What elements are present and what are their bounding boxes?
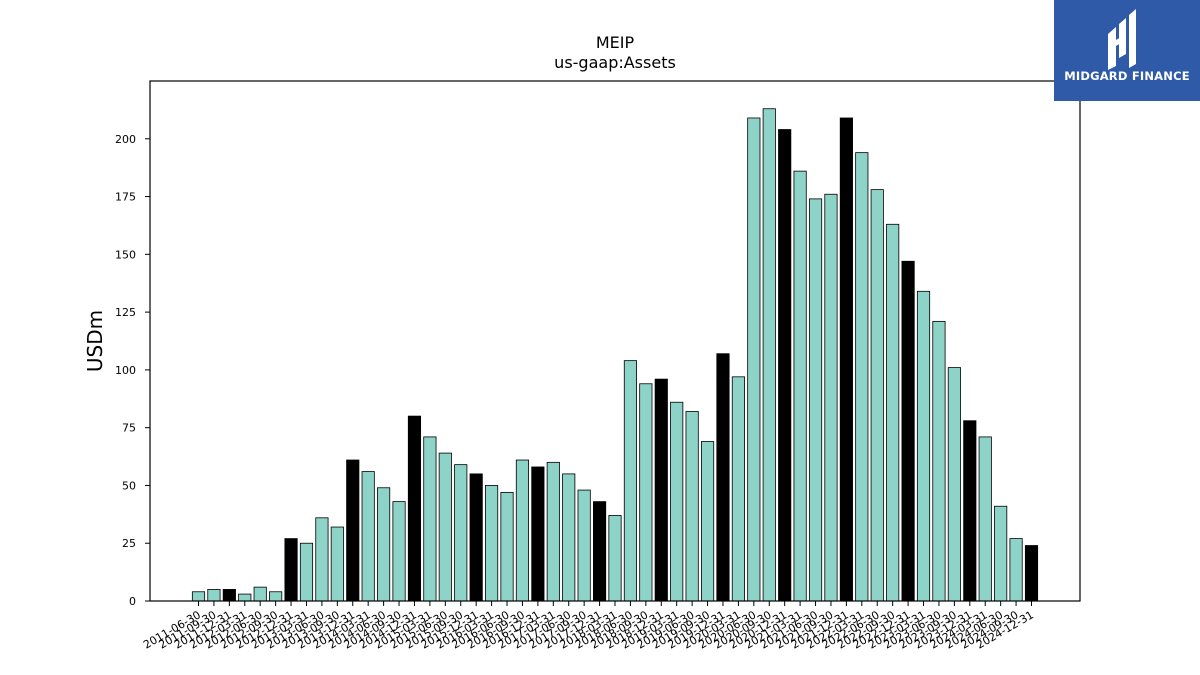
- bar-2023-03-31: [916, 290, 931, 602]
- bar-2022-12-31: [901, 260, 915, 602]
- bar-2011-06-30: [191, 591, 206, 602]
- bar-2022-03-31: [855, 152, 869, 602]
- y-tick-label: 0: [129, 595, 136, 608]
- bar-2016-03-31: [485, 485, 499, 602]
- bar-2020-03-31: [731, 376, 745, 602]
- bar-2012-06-30: [253, 586, 267, 602]
- bar-2015-09-30: [454, 464, 468, 602]
- bar-2022-09-30: [886, 223, 900, 602]
- bar-2017-03-31: [546, 461, 560, 602]
- bar-2013-09-30: [330, 526, 344, 602]
- y-tick-label: 150: [115, 248, 136, 261]
- bar-2023-12-31: [963, 420, 977, 602]
- bar-2015-06-30: [438, 452, 452, 602]
- bar-2019-06-30: [685, 411, 699, 602]
- bar-2020-06-30: [747, 117, 761, 602]
- bar-2018-03-31: [608, 515, 622, 602]
- plot-frame: [149, 80, 1081, 602]
- bar-2021-12-31: [839, 117, 853, 602]
- bar-2012-03-31: [238, 593, 252, 602]
- bar-2016-09-30: [515, 459, 530, 602]
- bar-2019-09-30: [700, 441, 715, 602]
- bar-2020-12-31: [778, 129, 792, 602]
- bar-2014-12-31: [407, 415, 422, 602]
- bar-2011-09-30: [207, 589, 221, 602]
- bar-2019-12-31: [716, 353, 730, 602]
- bar-2020-09-30: [762, 108, 776, 602]
- bar-2024-09-30: [1009, 538, 1023, 602]
- brand-logo: MIDGARD FINANCE: [1054, 0, 1200, 101]
- bar-2023-06-30: [932, 320, 946, 602]
- y-tick-label: 75: [122, 422, 136, 435]
- y-tick-label: 200: [115, 133, 136, 146]
- y-tick-label: 50: [122, 479, 136, 492]
- bars-group: [191, 108, 1039, 602]
- bar-2018-12-31: [654, 378, 668, 602]
- bar-2021-03-31: [793, 170, 807, 602]
- bar-2013-12-31: [346, 459, 360, 602]
- bar-2017-06-30: [562, 473, 576, 602]
- bar-2012-12-31: [284, 538, 298, 602]
- bar-2018-09-30: [639, 383, 653, 602]
- bar-2017-09-30: [577, 489, 591, 602]
- bar-2016-12-31: [531, 466, 545, 602]
- y-tick-label: 125: [115, 306, 136, 319]
- bar-2011-12-31: [222, 589, 236, 602]
- bar-2014-03-31: [361, 471, 375, 602]
- bar-2024-03-31: [978, 436, 992, 602]
- bar-2016-06-30: [500, 491, 514, 602]
- y-tick-label: 175: [115, 191, 136, 204]
- bar-2023-09-30: [947, 367, 961, 602]
- bar-2022-06-30: [870, 189, 884, 602]
- chart-subtitle: us-gaap:Assets: [554, 53, 676, 72]
- chart-title: MEIP: [596, 33, 635, 52]
- x-axis: 2011-06-302011-09-302011-12-312012-03-31…: [141, 601, 1036, 652]
- y-axis-label: USDm: [83, 310, 107, 372]
- bar-2021-06-30: [808, 198, 823, 602]
- bar-2014-06-30: [377, 487, 391, 602]
- bar-2018-06-30: [623, 360, 638, 602]
- bar-2024-12-31: [1024, 545, 1039, 602]
- bar-2012-09-30: [269, 591, 283, 602]
- y-tick-label: 25: [122, 537, 136, 550]
- bar-2024-06-30: [994, 505, 1008, 602]
- bar-2019-03-31: [670, 401, 684, 602]
- bar-2017-12-31: [593, 501, 607, 602]
- bar-2013-03-31: [299, 542, 314, 602]
- bar-2015-12-31: [469, 473, 483, 602]
- bar-2013-06-30: [315, 517, 329, 602]
- bar-2021-09-30: [824, 193, 838, 602]
- mf-monogram-icon: [1108, 9, 1136, 70]
- bar-2015-03-31: [423, 436, 437, 602]
- y-tick-label: 100: [115, 364, 136, 377]
- brand-name: MIDGARD FINANCE: [1064, 69, 1190, 83]
- bar-2014-09-30: [392, 501, 406, 602]
- y-axis: 0 25 50 75 100 125 150 175 200: [115, 133, 150, 608]
